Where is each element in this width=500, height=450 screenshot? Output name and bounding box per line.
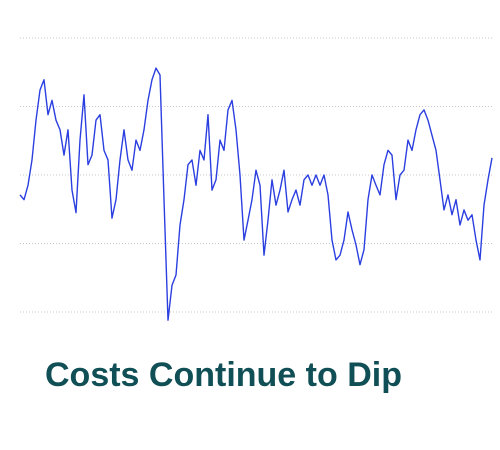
chart-title: Costs Continue to Dip: [45, 356, 402, 394]
data-line: [19, 67, 493, 321]
